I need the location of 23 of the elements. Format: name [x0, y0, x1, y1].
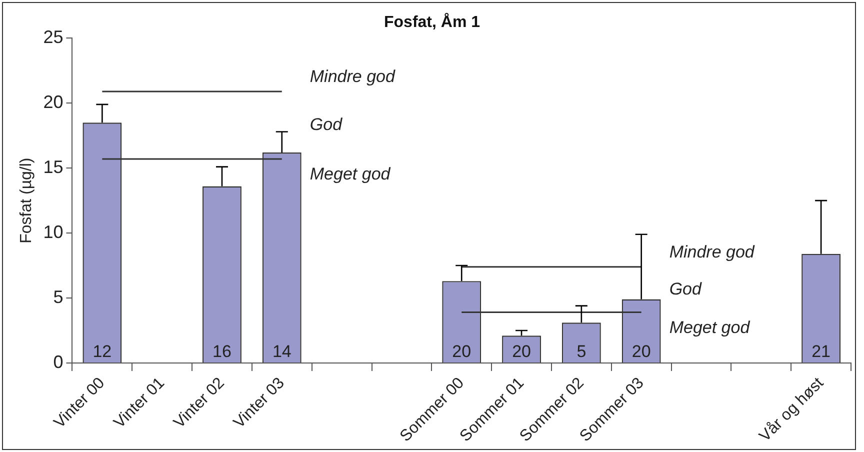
annotation: 14: [272, 342, 292, 362]
annotation: 16: [212, 342, 232, 362]
annotation: God: [310, 114, 343, 134]
annotation: 21: [812, 342, 831, 362]
y-tick-label: 15: [43, 157, 64, 178]
y-tick-label: 20: [43, 92, 64, 112]
annotation: Mindre god: [310, 67, 396, 86]
annotation: 5: [576, 342, 586, 362]
y-tick-label: 0: [53, 352, 64, 372]
y-tick-label: 10: [43, 222, 64, 242]
annotation: Meget god: [669, 318, 750, 338]
chart-title: Fosfat, Åm 1: [384, 12, 480, 32]
annotation: 12: [92, 342, 112, 362]
annotation: Mindre god: [669, 242, 755, 262]
annotation: 20: [632, 342, 651, 362]
y-axis-title: Fosfat (µg/l): [18, 158, 36, 244]
x-tick-label: Vår og høst: [756, 374, 828, 446]
annotation: 20: [452, 342, 472, 362]
annotation: Meget god: [310, 164, 391, 184]
y-tick-label: 25: [43, 27, 64, 48]
annotation: 20: [512, 342, 531, 362]
annotation: God: [669, 279, 702, 298]
y-tick-label: 5: [53, 286, 64, 307]
